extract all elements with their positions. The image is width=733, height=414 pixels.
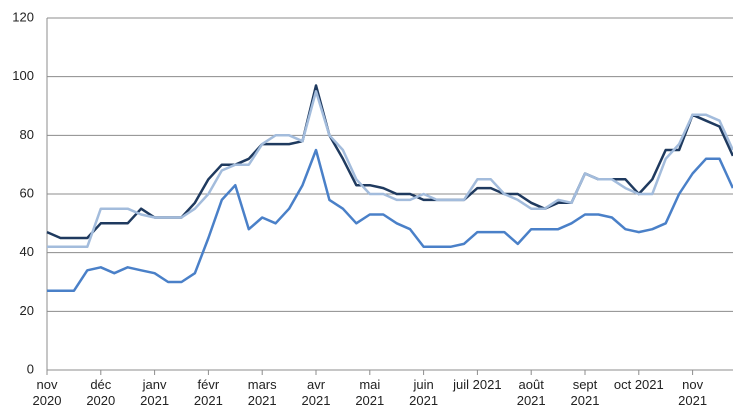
y-tick-label: 20 (20, 303, 34, 318)
series-line (47, 90, 733, 249)
x-tick-label: déc 2020 (86, 377, 116, 408)
x-tick-label: août 2021 (516, 377, 546, 408)
x-tick-label: mars 2021 (247, 377, 277, 408)
series-line (46, 84, 733, 240)
x-tick-label: mai 2021 (355, 377, 385, 408)
y-tick-label: 80 (20, 127, 34, 142)
x-tick-label: juin 2021 (409, 377, 439, 408)
y-tick-label: 0 (27, 361, 34, 376)
y-tick-label: 100 (12, 68, 34, 83)
x-tick-label: nov 2021 (678, 377, 708, 408)
x-tick-label: janv 2021 (140, 377, 170, 408)
y-tick-label: 60 (20, 185, 34, 200)
x-tick-label: nov 2020 (32, 377, 62, 408)
series-line (47, 148, 733, 293)
x-tick-label: sept 2021 (570, 377, 600, 408)
y-tick-label: 120 (12, 9, 34, 24)
x-tick-label: oct 2021 (613, 377, 664, 392)
x-tick-label: févr 2021 (193, 377, 223, 408)
y-tick-label: 40 (20, 244, 34, 259)
x-tick-label: juil 2021 (453, 377, 502, 392)
x-tick-label: avr 2021 (301, 377, 331, 408)
